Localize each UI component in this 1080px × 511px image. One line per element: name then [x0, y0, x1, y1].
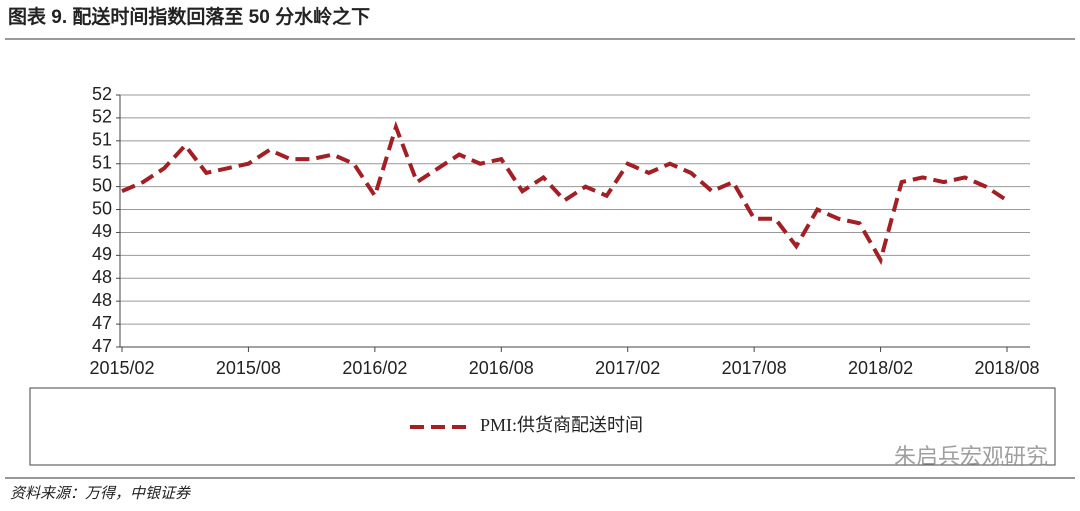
y-tick-label: 50 [92, 175, 112, 195]
y-tick-label: 48 [92, 267, 112, 287]
line-series [121, 120, 1009, 266]
y-tick-label: 47 [92, 336, 112, 356]
chart-title: 图表 9. 配送时间指数回落至 50 分水岭之下 [8, 5, 370, 28]
x-tick-label: 2015/08 [216, 358, 281, 378]
y-tick-label: 47 [92, 313, 112, 333]
y-tick-label: 50 [92, 198, 112, 218]
watermark: 朱启兵宏观研究 [894, 444, 1048, 469]
source: 资料来源：万得，中银证券 [10, 485, 191, 502]
x-tick-label: 2017/02 [595, 358, 660, 378]
x-tick-label: 2017/08 [722, 358, 787, 378]
x-tick-label: 2018/08 [974, 358, 1039, 378]
y-tick-label: 48 [92, 290, 112, 310]
y-tick-label: 49 [92, 244, 112, 264]
x-tick-label: 2016/02 [342, 358, 407, 378]
x-tick-label: 2018/02 [848, 358, 913, 378]
y-tick-label: 52 [92, 84, 112, 104]
y-tick-label: 52 [92, 107, 112, 127]
legend-box [29, 387, 1056, 466]
y-tick-label: 49 [92, 221, 112, 241]
y-tick-label: 51 [92, 152, 112, 172]
legend-label: PMI:供货商配送时间 [480, 415, 643, 435]
x-tick-label: 2016/08 [469, 358, 534, 378]
x-tick-label: 2015/02 [89, 358, 154, 378]
y-tick-label: 51 [92, 130, 112, 150]
